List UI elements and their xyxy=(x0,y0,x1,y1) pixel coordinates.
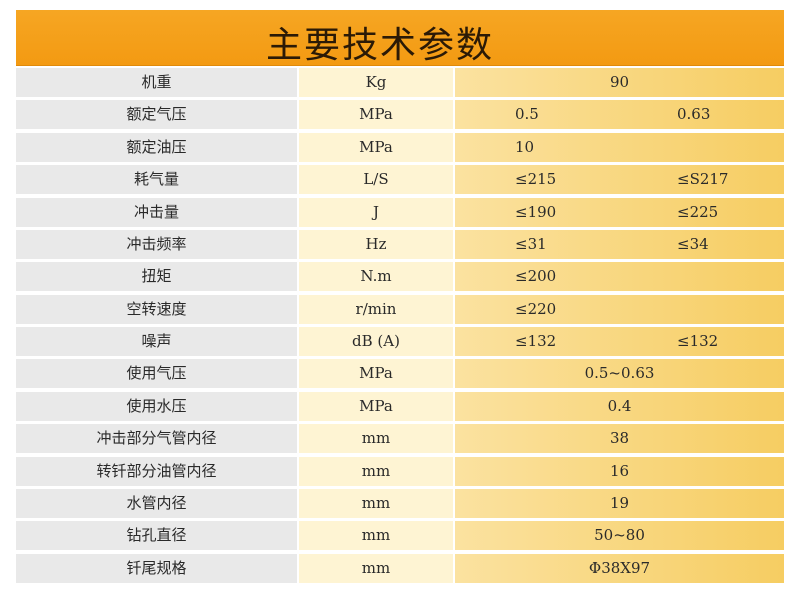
param-unit: MPa xyxy=(299,100,453,130)
param-value-cell: Φ38X97 xyxy=(455,553,784,583)
table-row: 机重 Kg 90 xyxy=(16,68,784,97)
param-unit: r/min xyxy=(299,294,453,324)
table-row: 额定气压 MPa 0.5 0.63 xyxy=(16,100,784,130)
table-row: 冲击量 J ≤190 ≤225 xyxy=(16,197,784,227)
param-value-cell: 10 xyxy=(455,132,784,162)
param-unit: MPa xyxy=(299,359,453,389)
param-unit: mm xyxy=(299,488,453,518)
param-value-cell: 50~80 xyxy=(455,521,784,551)
param-unit: L/S xyxy=(299,165,453,195)
param-value-1: 10 xyxy=(515,137,535,156)
param-value: 16 xyxy=(609,461,630,480)
table-row: 噪声 dB (A) ≤132 ≤132 xyxy=(16,327,784,356)
param-unit: dB (A) xyxy=(299,327,453,356)
param-value: 90 xyxy=(609,73,630,91)
param-unit: Hz xyxy=(299,229,453,259)
param-unit: MPa xyxy=(299,391,453,421)
param-name: 噪声 xyxy=(16,327,297,356)
param-value-cell: ≤220 xyxy=(455,294,784,324)
param-value-2: ≤34 xyxy=(677,234,709,253)
param-name: 水管内径 xyxy=(16,488,297,518)
table-row: 使用水压 MPa 0.4 xyxy=(16,391,784,421)
param-name: 额定气压 xyxy=(16,100,297,130)
param-value-cell: ≤31 ≤34 xyxy=(455,229,784,259)
table-row: 钎尾规格 mm Φ38X97 xyxy=(16,553,784,583)
param-value-1: ≤31 xyxy=(515,234,547,253)
table-row: 水管内径 mm 19 xyxy=(16,488,784,518)
table-row: 额定油压 MPa 10 xyxy=(16,132,784,162)
param-unit: mm xyxy=(299,553,453,583)
param-value: 50~80 xyxy=(594,526,645,545)
param-value: 19 xyxy=(609,493,630,512)
table-row: 扭矩 N.m ≤200 xyxy=(16,262,784,292)
param-name: 钎尾规格 xyxy=(16,553,297,583)
param-value: 0.4 xyxy=(607,396,632,415)
param-value: 0.5~0.63 xyxy=(584,364,655,383)
param-value-2: ≤132 xyxy=(677,332,719,350)
param-unit: MPa xyxy=(299,132,453,162)
param-value-2: ≤S217 xyxy=(677,170,729,189)
param-value-1: ≤215 xyxy=(515,170,557,189)
table-row: 使用气压 MPa 0.5~0.63 xyxy=(16,359,784,389)
param-name: 钻孔直径 xyxy=(16,521,297,551)
param-value-cell: 0.5~0.63 xyxy=(455,359,784,389)
param-unit: mm xyxy=(299,456,453,486)
param-value-1: ≤132 xyxy=(515,332,557,350)
title-banner: 主要技术参数 xyxy=(16,10,784,66)
param-value-cell: ≤190 ≤225 xyxy=(455,197,784,227)
param-name: 冲击部分气管内径 xyxy=(16,424,297,454)
table-row: 钻孔直径 mm 50~80 xyxy=(16,521,784,551)
param-value: 38 xyxy=(609,429,630,448)
param-name: 空转速度 xyxy=(16,294,297,324)
param-name: 冲击量 xyxy=(16,197,297,227)
param-name: 额定油压 xyxy=(16,132,297,162)
param-value-2: ≤225 xyxy=(677,202,719,221)
param-unit: J xyxy=(299,197,453,227)
param-value-2: 0.63 xyxy=(677,105,711,124)
param-name: 耗气量 xyxy=(16,165,297,195)
param-unit: Kg xyxy=(299,68,453,97)
param-value-cell: ≤215 ≤S217 xyxy=(455,165,784,195)
param-name: 扭矩 xyxy=(16,262,297,292)
param-unit: mm xyxy=(299,424,453,454)
spec-table: 机重 Kg 90 额定气压 MPa 0.5 0.63 额定油压 MPa 10 耗气量 L/S ≤215 ≤… xyxy=(16,68,784,586)
param-unit: mm xyxy=(299,521,453,551)
table-row: 耗气量 L/S ≤215 ≤S217 xyxy=(16,165,784,195)
param-value-1: ≤220 xyxy=(515,299,557,318)
param-value: Φ38X97 xyxy=(588,558,651,577)
param-name: 转钎部分油管内径 xyxy=(16,456,297,486)
param-unit: N.m xyxy=(299,262,453,292)
param-value-cell: 19 xyxy=(455,488,784,518)
param-value-cell: 0.4 xyxy=(455,391,784,421)
table-row: 转钎部分油管内径 mm 16 xyxy=(16,456,784,486)
param-value-1: ≤190 xyxy=(515,202,557,221)
param-name: 使用气压 xyxy=(16,359,297,389)
param-name: 冲击频率 xyxy=(16,229,297,259)
param-value-1: ≤200 xyxy=(515,267,557,286)
table-row: 冲击部分气管内径 mm 38 xyxy=(16,424,784,454)
param-value-cell: 38 xyxy=(455,424,784,454)
param-value-cell: 0.5 0.63 xyxy=(455,100,784,130)
page-title: 主要技术参数 xyxy=(266,25,495,66)
table-row: 空转速度 r/min ≤220 xyxy=(16,294,784,324)
param-name: 使用水压 xyxy=(16,391,297,421)
table-row: 冲击频率 Hz ≤31 ≤34 xyxy=(16,229,784,259)
param-value-cell: ≤200 xyxy=(455,262,784,292)
param-value-cell: 16 xyxy=(455,456,784,486)
param-value-cell: 90 xyxy=(455,68,784,97)
param-value-1: 0.5 xyxy=(515,105,539,124)
param-name: 机重 xyxy=(16,68,297,97)
param-value-cell: ≤132 ≤132 xyxy=(455,327,784,356)
